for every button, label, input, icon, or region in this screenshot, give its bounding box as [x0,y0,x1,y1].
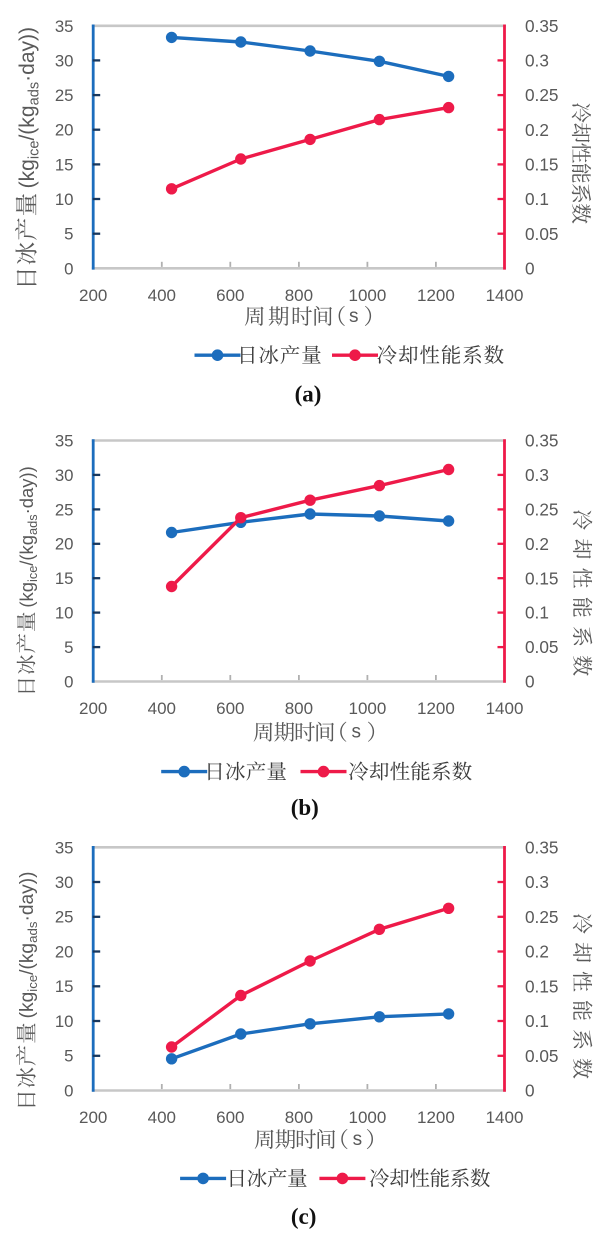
svg-text:·day)): ·day)) [16,466,37,514]
svg-text:1000: 1000 [348,286,386,305]
svg-text:1400: 1400 [486,699,524,718]
svg-text:0: 0 [525,672,535,692]
svg-text:1200: 1200 [417,1108,455,1127]
svg-text:0.2: 0.2 [525,120,549,140]
svg-text:800: 800 [285,286,313,305]
svg-text:/(kg: /(kg [16,105,39,140]
svg-text:0.05: 0.05 [525,1046,558,1066]
svg-text:30: 30 [55,51,74,70]
svg-text:200: 200 [79,1108,107,1127]
svg-text:400: 400 [148,1108,176,1127]
svg-text:0.25: 0.25 [525,85,558,105]
svg-text:ice: ice [25,566,40,582]
svg-text:s: s [352,722,362,743]
svg-text:1000: 1000 [348,699,386,718]
svg-text:25: 25 [55,908,74,927]
svg-text:25: 25 [55,86,74,105]
svg-text:·day)): ·day)) [16,27,39,82]
svg-text:ice: ice [25,975,40,992]
svg-text:0.3: 0.3 [525,465,549,485]
svg-text:35: 35 [55,17,74,36]
svg-text:5: 5 [64,638,73,657]
svg-text:s: s [353,1129,363,1150]
svg-text:25: 25 [55,500,74,519]
svg-text:s: s [349,306,359,327]
svg-text:(kg: (kg [16,582,37,608]
svg-text:600: 600 [216,1108,244,1127]
svg-text:(a): (a) [295,382,322,407]
svg-text:0.05: 0.05 [525,637,558,657]
svg-text:0: 0 [64,1082,73,1101]
svg-text:(kg: (kg [17,992,38,1019]
svg-text:ads: ads [25,514,40,535]
svg-text:1000: 1000 [348,1108,386,1127]
svg-text:0.35: 0.35 [525,431,558,451]
svg-text:10: 10 [55,190,74,209]
svg-text:5: 5 [64,1047,73,1066]
svg-text:200: 200 [79,699,107,718]
svg-text:0.1: 0.1 [525,603,549,623]
svg-text:35: 35 [55,432,74,451]
svg-text:0.2: 0.2 [525,534,549,554]
svg-text:0.05: 0.05 [525,224,558,244]
svg-text:30: 30 [55,873,74,892]
svg-text:0.2: 0.2 [525,942,549,962]
svg-text:20: 20 [55,121,74,140]
svg-text:1400: 1400 [486,286,524,305]
svg-text:800: 800 [285,699,313,718]
svg-text:600: 600 [216,699,244,718]
svg-text:10: 10 [55,604,74,623]
svg-text:0: 0 [64,673,73,692]
svg-text:1200: 1200 [417,699,455,718]
svg-text:10: 10 [55,1012,74,1031]
svg-text:0: 0 [525,1081,535,1101]
svg-text:(c): (c) [291,1204,317,1229]
svg-text:400: 400 [148,699,176,718]
svg-text:/(kg: /(kg [16,535,37,566]
svg-text:1200: 1200 [417,286,455,305]
svg-text:1400: 1400 [486,1108,524,1127]
svg-text:20: 20 [55,535,74,554]
svg-text:(b): (b) [291,795,319,820]
svg-text:/(kg: /(kg [17,943,38,975]
svg-text:5: 5 [64,225,73,244]
svg-text:15: 15 [55,977,74,996]
svg-text:15: 15 [55,155,74,174]
svg-text:ice: ice [26,140,42,159]
svg-text:0.25: 0.25 [525,907,558,927]
svg-text:0: 0 [525,258,535,278]
svg-text:20: 20 [55,943,74,962]
svg-text:600: 600 [216,286,244,305]
svg-text:0.3: 0.3 [525,872,549,892]
svg-text:35: 35 [55,838,74,857]
svg-text:0.35: 0.35 [525,837,558,857]
svg-text:400: 400 [148,286,176,305]
svg-text:0.35: 0.35 [525,16,558,36]
svg-text:0.1: 0.1 [525,1011,549,1031]
svg-text:0.15: 0.15 [525,568,558,588]
svg-text:·day)): ·day)) [17,871,38,921]
svg-text:0.1: 0.1 [525,189,549,209]
svg-text:0.25: 0.25 [525,500,558,520]
svg-text:ads: ads [25,921,40,943]
svg-text:0.15: 0.15 [525,976,558,996]
svg-text:ads: ads [26,82,42,105]
svg-text:200: 200 [79,286,107,305]
svg-text:15: 15 [55,569,74,588]
svg-text:0.15: 0.15 [525,155,558,175]
svg-text:0: 0 [64,259,73,278]
svg-text:(kg: (kg [16,159,39,188]
svg-text:0.3: 0.3 [525,51,549,71]
svg-text:30: 30 [55,466,74,485]
svg-text:800: 800 [285,1108,313,1127]
